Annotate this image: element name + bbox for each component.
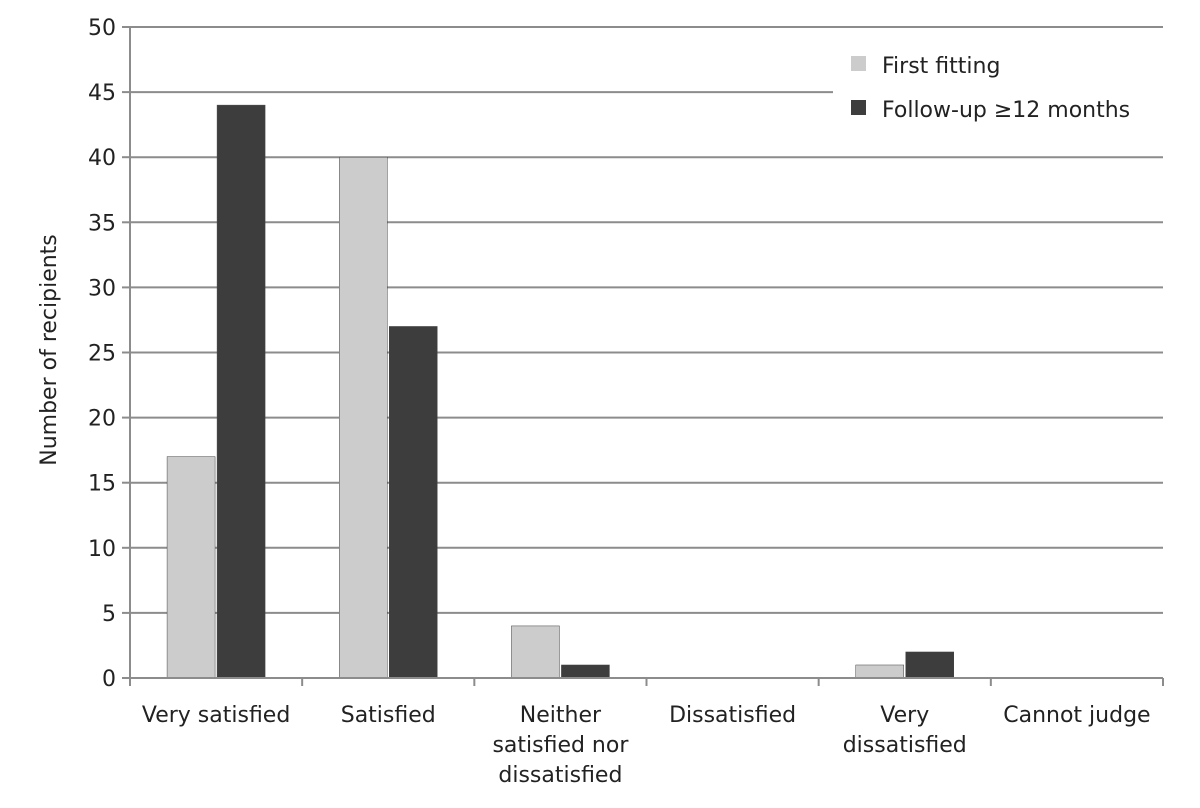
x-category-label: Dissatisfied xyxy=(669,703,796,728)
bar-follow-up xyxy=(561,664,610,679)
y-axis-ticks: 0 5 10 15 20 25 30 35 40 45 50 xyxy=(88,16,130,692)
gridlines xyxy=(130,26,1163,614)
legend: First fitting Follow-up ≥12 months xyxy=(833,33,1168,123)
bar-first-fitting xyxy=(511,625,560,679)
x-category-label: dissatisfied xyxy=(498,763,622,788)
legend-swatch xyxy=(851,56,866,71)
legend-background xyxy=(833,33,1168,95)
x-category-label: Neither xyxy=(520,703,602,728)
legend-swatch xyxy=(851,100,866,115)
y-axis-label: Number of recipients xyxy=(37,234,62,466)
legend-label: Follow-up ≥12 months xyxy=(882,98,1130,123)
y-tick-label: 30 xyxy=(88,276,116,301)
y-tick-label: 40 xyxy=(88,146,116,171)
y-tick-label: 10 xyxy=(88,537,116,562)
y-tick-label: 15 xyxy=(88,472,116,497)
x-category-label: Cannot judge xyxy=(1003,703,1150,728)
bar-follow-up xyxy=(905,651,954,679)
y-tick-label: 5 xyxy=(102,602,116,627)
bar-first-fitting xyxy=(855,664,904,679)
x-category-label: Very satisfied xyxy=(142,703,290,728)
bar-follow-up xyxy=(389,326,438,679)
y-tick-label: 20 xyxy=(88,407,116,432)
y-tick-label: 25 xyxy=(88,342,116,367)
axes xyxy=(129,27,1164,686)
legend-label: First fitting xyxy=(882,54,1000,79)
bar-first-fitting xyxy=(166,456,216,679)
y-tick-label: 50 xyxy=(88,16,116,41)
x-category-label: satisfied nor xyxy=(492,733,629,758)
y-tick-label: 35 xyxy=(88,211,116,236)
bars xyxy=(166,104,954,679)
bar-first-fitting xyxy=(339,156,388,679)
x-category-label: Satisfied xyxy=(341,703,436,728)
x-axis-categories: Very satisfied Satisfied Neither satisfied … xyxy=(142,703,1151,788)
x-category-label: Very xyxy=(880,703,929,728)
x-category-label: dissatisfied xyxy=(843,733,967,758)
y-tick-label: 0 xyxy=(102,667,116,692)
bar-follow-up xyxy=(216,104,266,679)
y-tick-label: 45 xyxy=(88,81,116,106)
